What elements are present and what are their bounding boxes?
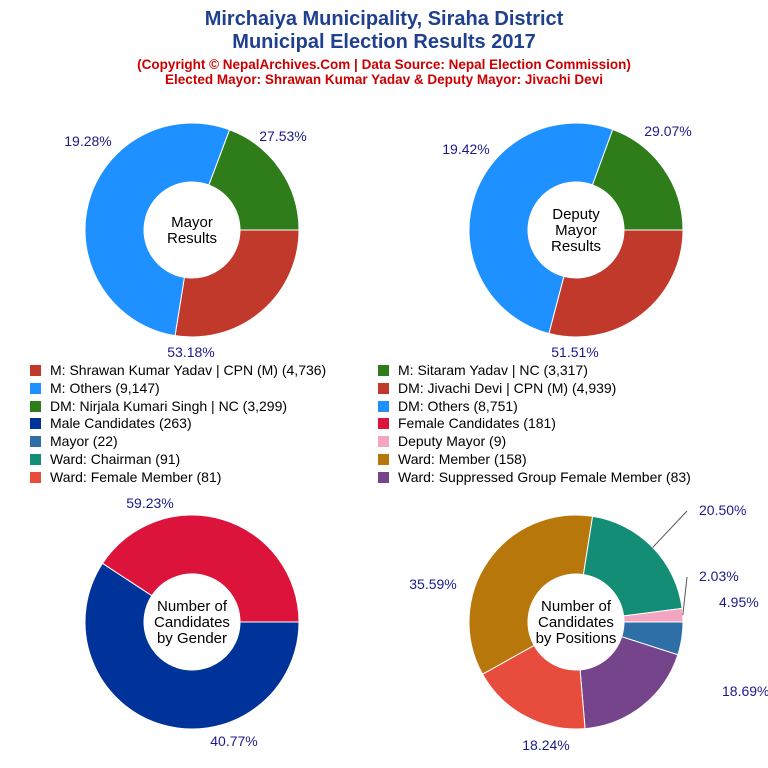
legend-label: M: Shrawan Kumar Yadav | CPN (M) (4,736)	[50, 362, 327, 378]
donut-slice	[101, 514, 300, 623]
donut-slice	[468, 514, 594, 675]
legend-item: DM: Others (8,751)	[378, 398, 518, 414]
legend-item: DM: Jivachi Devi | CPN (M) (4,939)	[378, 380, 616, 396]
legend-label: DM: Nirjala Kumari Singh | NC (3,299)	[50, 397, 288, 414]
legend-item: Ward: Suppressed Group Female Member (83…	[378, 469, 691, 485]
legend-label: Mayor (22)	[50, 433, 118, 450]
legend-item: DM: Nirjala Kumari Singh | NC (3,299)	[30, 398, 287, 414]
legend-label: DM: Jivachi Devi | CPN (M) (4,939)	[398, 379, 617, 396]
donut-slice	[174, 229, 300, 338]
legend-label: Ward: Suppressed Group Female Member (83…	[398, 468, 691, 485]
slice-percent-label: 4.95%	[719, 594, 759, 610]
slice-percent-label: 19.28%	[64, 133, 111, 149]
legend-swatch	[378, 436, 389, 448]
donut-center-label: Mayor	[171, 214, 213, 231]
legend-swatch	[378, 382, 389, 394]
donut-slice	[481, 644, 586, 730]
legend-item: Ward: Female Member (81)	[30, 469, 221, 485]
label-leader-line	[682, 576, 688, 616]
donut-slice	[84, 562, 300, 730]
legend-item: M: Shrawan Kumar Yadav | CPN (M) (4,736)	[30, 362, 326, 378]
legend-swatch	[30, 471, 41, 483]
legend-item: Mayor (22)	[30, 433, 118, 449]
donut-center-label: Mayor	[555, 222, 597, 239]
slice-percent-label: 51.51%	[551, 344, 598, 360]
slice-percent-label: 20.50%	[699, 502, 746, 518]
legend-swatch	[30, 436, 41, 448]
slice-percent-label: 27.53%	[259, 128, 306, 144]
legend-item: Deputy Mayor (9)	[378, 433, 506, 449]
legend-item: Female Candidates (181)	[378, 415, 556, 431]
legend-label: Ward: Female Member (81)	[50, 468, 222, 485]
legend-label: Male Candidates (263)	[50, 415, 192, 432]
slice-percent-label: 53.18%	[167, 344, 214, 360]
slice-percent-label: 2.03%	[699, 568, 739, 584]
donut-center-label: Results	[551, 238, 601, 255]
donut-center-label: Candidates	[538, 614, 614, 631]
legend-swatch	[378, 418, 389, 430]
legend-swatch	[30, 400, 41, 412]
donut-slice	[84, 122, 231, 337]
legend-swatch	[378, 454, 389, 465]
legend-label: DM: Others (8,751)	[398, 397, 518, 414]
legend-swatch	[30, 365, 41, 376]
donut-slice	[591, 128, 684, 231]
donut-slice	[582, 515, 683, 617]
label-leader-line	[652, 510, 688, 548]
legend-item: M: Sitaram Yadav | NC (3,317)	[378, 362, 588, 378]
chart-title-line2: Municipal Election Results 2017	[232, 31, 536, 53]
legend-label: Deputy Mayor (9)	[398, 433, 507, 450]
donut-center-label: Number of	[157, 598, 228, 615]
donut-slice	[579, 636, 679, 730]
legend-label: M: Sitaram Yadav | NC (3,317)	[398, 362, 588, 378]
chart-title-line1: Mirchaiya Municipality, Siraha District	[204, 8, 564, 30]
slice-percent-label: 40.77%	[210, 733, 257, 749]
slice-percent-label: 35.59%	[409, 576, 456, 592]
donut-slice	[548, 229, 684, 338]
donut-center-label: by Positions	[536, 630, 617, 647]
legend-swatch	[378, 400, 389, 412]
legend-item: Ward: Member (158)	[378, 451, 527, 467]
legend-swatch	[30, 418, 41, 430]
legend-item: M: Others (9,147)	[30, 380, 160, 396]
slice-percent-label: 18.24%	[522, 737, 569, 753]
slice-percent-label: 29.07%	[644, 123, 691, 139]
legend-swatch	[378, 471, 389, 483]
chart-subtitle-copyright: (Copyright © NepalArchives.Com | Data So…	[137, 57, 631, 72]
legend-swatch	[30, 454, 41, 465]
donut-center-label: by Gender	[157, 630, 227, 647]
legend-label: Ward: Member (158)	[398, 451, 527, 467]
legend-item: Male Candidates (263)	[30, 415, 192, 431]
slice-percent-label: 19.42%	[442, 141, 489, 157]
donut-center-label: Candidates	[154, 614, 230, 631]
slice-percent-label: 18.69%	[722, 683, 768, 699]
legend: M: Shrawan Kumar Yadav | CPN (M) (4,736)…	[0, 362, 768, 487]
legend-label: M: Others (9,147)	[50, 379, 160, 396]
legend-swatch	[378, 365, 389, 376]
donut-center-label: Deputy	[552, 206, 600, 223]
donut-center-label: Number of	[541, 598, 612, 615]
legend-swatch	[30, 382, 41, 394]
legend-item: Ward: Chairman (91)	[30, 451, 180, 467]
donut-slice	[208, 129, 300, 231]
donut-slice	[468, 122, 614, 335]
legend-label: Female Candidates (181)	[398, 415, 556, 432]
chart-subtitle-elected: Elected Mayor: Shrawan Kumar Yadav & Dep…	[165, 72, 603, 87]
legend-label: Ward: Chairman (91)	[50, 451, 181, 467]
slice-percent-label: 59.23%	[126, 495, 173, 511]
donut-center-label: Results	[167, 230, 217, 247]
